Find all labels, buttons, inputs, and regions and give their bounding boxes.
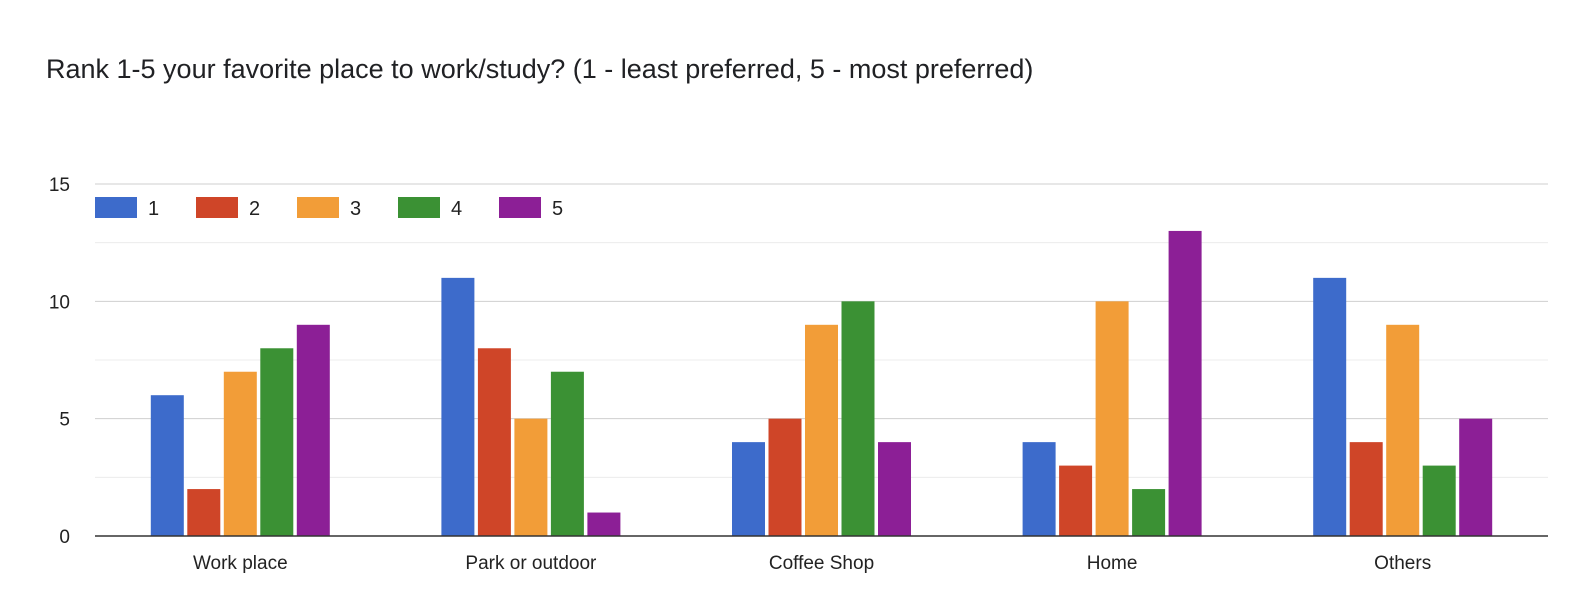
- bar: [260, 348, 294, 536]
- bar: [1422, 465, 1456, 536]
- legend-swatch: [95, 197, 137, 218]
- bar: [514, 418, 548, 536]
- bar: [296, 324, 330, 536]
- bar: [223, 371, 257, 536]
- y-tick-label: 5: [59, 410, 70, 431]
- legend-swatch: [499, 197, 541, 218]
- x-tick-label: Others: [1374, 553, 1431, 574]
- y-tick-label: 15: [49, 175, 70, 196]
- legend-label: 4: [451, 198, 462, 220]
- legend-swatch: [196, 197, 238, 218]
- x-tick-label: Work place: [193, 553, 288, 574]
- x-tick-label: Coffee Shop: [769, 553, 874, 574]
- bar: [1132, 489, 1166, 536]
- bar: [1459, 418, 1493, 536]
- bar: [768, 418, 802, 536]
- bar: [1168, 230, 1202, 536]
- bar: [1349, 442, 1383, 536]
- y-tick-label: 0: [59, 527, 70, 548]
- bar: [1059, 465, 1093, 536]
- y-axis-ticks: 0 5 10 15: [49, 175, 70, 548]
- legend-label: 2: [249, 198, 260, 220]
- legend-swatch: [398, 197, 440, 218]
- bars: [150, 230, 1493, 536]
- bar: [732, 442, 765, 536]
- bar: [878, 442, 911, 536]
- x-tick-label: Park or outdoor: [465, 553, 597, 574]
- bar: [1022, 442, 1056, 536]
- bar: [150, 395, 184, 536]
- legend-label: 1: [148, 198, 159, 220]
- legend: 1 2 3 4 5: [95, 197, 563, 220]
- x-axis-ticks: Work place Park or outdoor Coffee Shop Home…: [193, 553, 1431, 574]
- bar: [1313, 277, 1347, 536]
- bar: [805, 324, 838, 536]
- bar: [1095, 301, 1129, 536]
- y-tick-label: 10: [49, 292, 70, 313]
- bar: [841, 301, 875, 536]
- bar: [587, 512, 621, 536]
- legend-label: 5: [552, 198, 563, 220]
- chart-title: Rank 1-5 your favorite place to work/stu…: [46, 54, 1033, 84]
- legend-label: 3: [350, 198, 361, 220]
- x-tick-label: Home: [1087, 553, 1138, 574]
- bar: [441, 277, 475, 536]
- bar: [1386, 324, 1420, 536]
- bar: [550, 371, 584, 536]
- bar: [187, 489, 221, 536]
- bar: [477, 348, 511, 536]
- legend-swatch: [297, 197, 339, 218]
